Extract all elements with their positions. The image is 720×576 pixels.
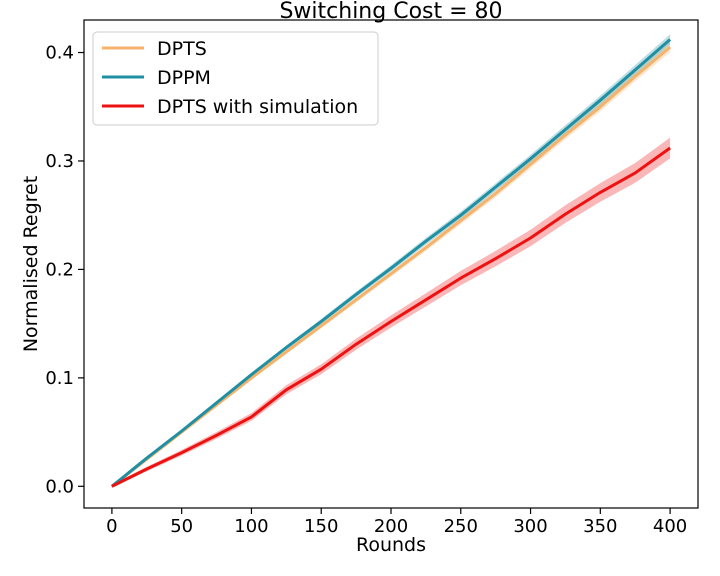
x-tick-label: 300 xyxy=(513,516,547,537)
series-lines xyxy=(110,38,672,488)
x-tick-label: 50 xyxy=(170,516,193,537)
y-tick-label: 0.3 xyxy=(45,151,74,172)
x-tick-label: 250 xyxy=(444,516,478,537)
legend-label-dpts-with-simulation: DPTS with simulation xyxy=(157,96,358,118)
x-tick-label: 400 xyxy=(653,516,687,537)
legend-label-dpts: DPTS xyxy=(157,38,207,60)
y-tick-label: 0.1 xyxy=(45,368,74,389)
y-axis-label: Normalised Regret xyxy=(20,176,42,352)
band-dpts-with-simulation xyxy=(111,137,671,488)
legend-label-dppm: DPPM xyxy=(157,67,211,89)
series-line-dpts-with-simulation xyxy=(111,146,671,488)
y-tick-label: 0.4 xyxy=(45,43,74,64)
legend-box xyxy=(92,31,379,126)
y-tick-label: 0.2 xyxy=(45,259,74,280)
x-tick-label: 150 xyxy=(304,516,338,537)
x-axis-label: Rounds xyxy=(356,534,426,556)
x-tick-label: 200 xyxy=(374,516,408,537)
legend: DPTS DPPM DPTS with simulation xyxy=(92,31,379,126)
y-axis-ticks: 0.0 0.1 0.2 0.3 0.4 xyxy=(45,43,84,497)
y-tick-label: 0.0 xyxy=(45,476,74,497)
series-line-dppm xyxy=(110,38,672,488)
x-axis-ticks: 0 50 100 150 200 250 300 350 400 xyxy=(106,508,687,537)
x-tick-label: 100 xyxy=(234,516,268,537)
x-tick-label: 350 xyxy=(583,516,617,537)
x-tick-label: 0 xyxy=(106,516,117,537)
